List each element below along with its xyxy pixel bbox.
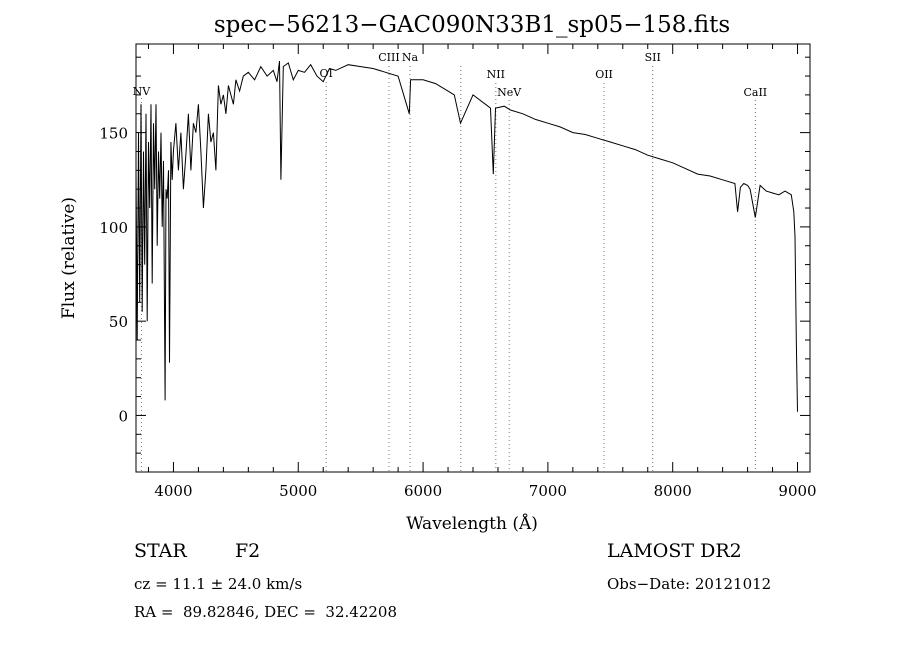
x-tick-label: 9000	[778, 482, 816, 500]
y-tick-label: 50	[109, 313, 128, 331]
x-axis-label: Wavelength (Å)	[406, 513, 538, 534]
chart-title: spec−56213−GAC090N33B1_sp05−158.fits	[214, 12, 730, 38]
line-label-nii: NII	[487, 68, 505, 81]
line-label-sii: SII	[645, 51, 661, 64]
obs-date-text: Obs−Date: 20121012	[607, 575, 772, 593]
line-label-nev: NeV	[497, 86, 522, 99]
x-tick-label: 5000	[279, 482, 317, 500]
line-label-oii: OII	[595, 68, 613, 81]
subclass-label: F2	[235, 540, 261, 562]
x-tick-label: 6000	[404, 482, 442, 500]
y-axis-label: Flux (relative)	[59, 197, 79, 319]
x-tick-label: 4000	[154, 482, 192, 500]
line-label-ciii: CIII	[378, 51, 399, 64]
series-flux-line	[135, 60, 798, 412]
coordinates-text: RA = 89.82846, DEC = 32.42208	[134, 603, 398, 621]
y-tick-label: 150	[99, 125, 128, 143]
line-label-oi: OI	[320, 67, 333, 80]
y-tick-label: 0	[118, 407, 128, 425]
class-label: STAR	[134, 540, 187, 562]
y-tick-label: 100	[99, 219, 128, 237]
x-tick-label: 7000	[529, 482, 567, 500]
line-label-caii: CaII	[743, 86, 767, 99]
line-label-na: Na	[402, 51, 419, 64]
redshift-text: cz = 11.1 ± 24.0 km/s	[134, 575, 303, 593]
emission-line-markers: NV OI CIII Na NII NeV OII SII CaII	[133, 51, 767, 472]
plot-frame	[135, 43, 811, 473]
x-tick-label: 8000	[654, 482, 692, 500]
line-label-nv: NV	[133, 85, 152, 98]
survey-label: LAMOST DR2	[607, 540, 742, 562]
